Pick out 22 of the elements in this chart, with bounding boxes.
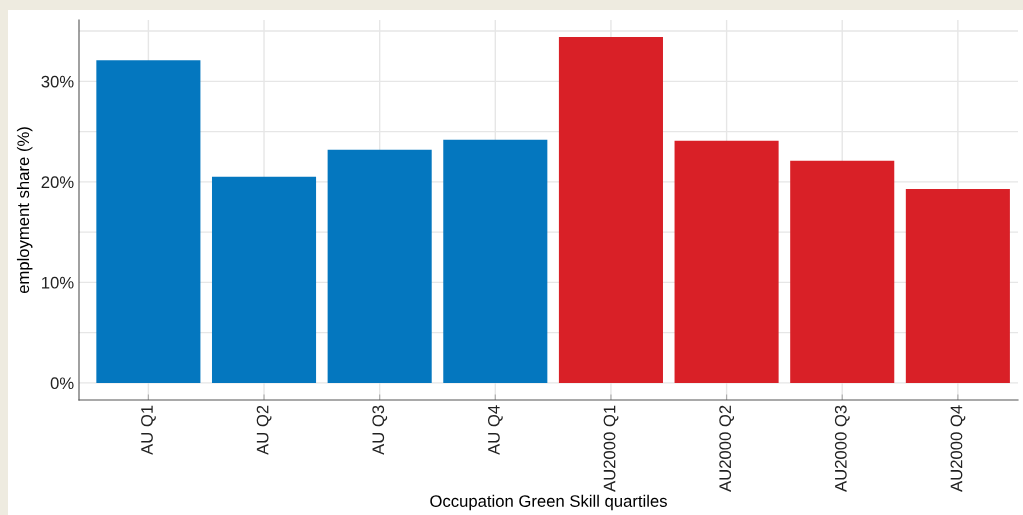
bar xyxy=(211,176,317,383)
x-tick-label: AU Q1 xyxy=(141,405,156,455)
x-tick-label: AU2000 Q2 xyxy=(719,405,735,492)
bar xyxy=(96,60,201,383)
y-tick-label: 0% xyxy=(50,377,74,390)
x-tick-label: AU2000 Q1 xyxy=(603,405,619,492)
bar xyxy=(674,140,779,383)
bar xyxy=(905,188,1010,383)
bar xyxy=(443,139,548,383)
y-axis-title: employment share (%) xyxy=(16,127,33,294)
x-tick-label: AU2000 Q3 xyxy=(834,405,850,492)
x-axis-title: Occupation Green Skill quartiles xyxy=(430,494,667,511)
x-tick-label: AU2000 Q4 xyxy=(950,405,966,492)
x-tick-label: AU Q2 xyxy=(256,405,272,455)
bar xyxy=(558,37,663,383)
x-tick-label: AU Q4 xyxy=(487,405,503,455)
x-tick-label: AU Q3 xyxy=(372,405,388,455)
y-tick-label: 10% xyxy=(42,276,74,289)
y-tick-label: 30% xyxy=(41,75,74,88)
bar xyxy=(327,149,432,383)
y-tick-label: 20% xyxy=(41,176,74,189)
bar xyxy=(790,160,895,383)
